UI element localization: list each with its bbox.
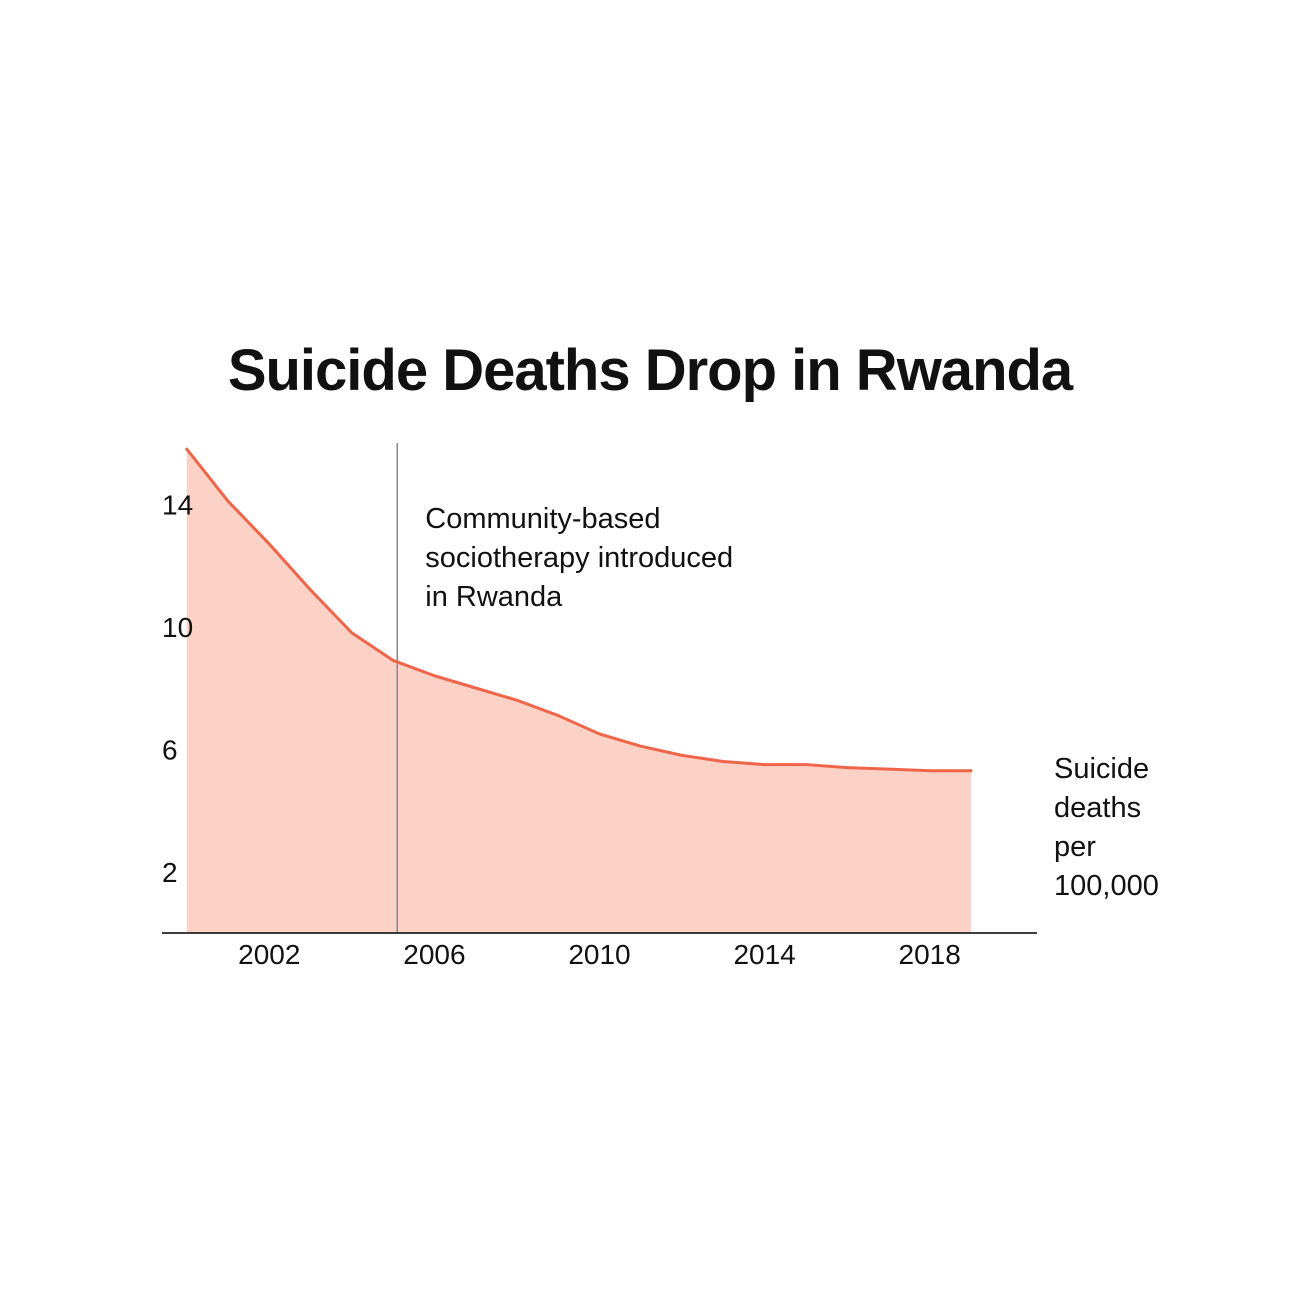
annotation-text: sociotherapy introduced	[425, 542, 733, 574]
series-label: 100,000	[1054, 870, 1159, 902]
x-tick-label: 2014	[733, 939, 795, 970]
y-tick-label: 6	[162, 734, 178, 765]
y-tick-label: 14	[162, 489, 193, 520]
annotation-text: Community-based	[425, 503, 660, 535]
series-label: deaths	[1054, 792, 1141, 824]
series-area	[186, 449, 971, 933]
series-label: Suicide	[1054, 753, 1149, 785]
x-tick-label: 2010	[568, 939, 630, 970]
x-tick-label: 2002	[238, 939, 300, 970]
series-line	[185, 447, 973, 773]
y-tick-label: 2	[162, 857, 178, 888]
x-tick-label: 2018	[899, 939, 961, 970]
plot-area: 2002 2006 2010 2014 2018 2 6 10 14 Community-base…	[162, 443, 1159, 970]
chart-title: Suicide Deaths Drop in Rwanda	[228, 338, 1074, 403]
series-label: per	[1054, 831, 1096, 863]
annotation-text: in Rwanda	[425, 581, 563, 613]
x-tick-label: 2006	[403, 939, 465, 970]
y-tick-label: 10	[162, 612, 193, 643]
